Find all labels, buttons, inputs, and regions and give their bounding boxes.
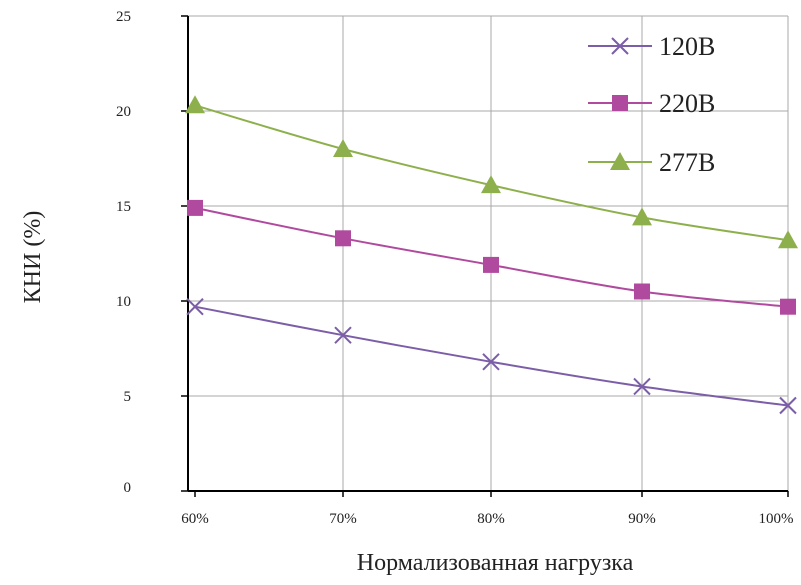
data-point bbox=[633, 377, 651, 396]
x-tick-label: 100% bbox=[759, 511, 794, 527]
data-point bbox=[333, 139, 353, 157]
data-point bbox=[778, 230, 798, 249]
data-point bbox=[481, 175, 501, 194]
series-group bbox=[185, 95, 798, 415]
legend-label: 277В bbox=[659, 148, 715, 177]
legend-marker bbox=[611, 37, 629, 55]
legend-label: 120В bbox=[659, 32, 715, 61]
x-tick-label: 90% bbox=[628, 511, 656, 527]
y-tick-label: 20 bbox=[116, 104, 131, 120]
y-tick-label: 10 bbox=[116, 294, 131, 310]
series-220В bbox=[187, 199, 796, 315]
data-point bbox=[186, 297, 204, 316]
legend: 120В 220В 277В bbox=[588, 32, 715, 177]
data-point bbox=[483, 256, 499, 273]
data-point bbox=[780, 298, 796, 315]
data-point bbox=[779, 396, 797, 415]
legend-marker bbox=[612, 95, 628, 111]
data-point bbox=[335, 230, 351, 247]
data-point bbox=[185, 95, 205, 114]
data-point bbox=[634, 283, 650, 300]
x-tick-label: 80% bbox=[477, 511, 505, 527]
y-tick-label: 15 bbox=[116, 199, 131, 215]
legend-label: 220В bbox=[659, 89, 715, 118]
x-tick-label: 70% bbox=[329, 511, 357, 527]
legend-item: 120В bbox=[588, 32, 715, 61]
y-tick-label: 25 bbox=[116, 9, 131, 25]
y-tick-label: 0 bbox=[124, 480, 132, 496]
grid bbox=[188, 15, 789, 491]
y-axis-title: КНИ (%) bbox=[20, 211, 46, 304]
legend-marker bbox=[610, 152, 630, 170]
data-point bbox=[334, 326, 352, 344]
x-tick-label: 60% bbox=[181, 511, 209, 527]
x-axis-title: Нормализованная нагрузка bbox=[357, 550, 634, 576]
legend-item: 277В bbox=[588, 148, 715, 177]
y-tick-label: 5 bbox=[124, 389, 132, 405]
series-120В bbox=[186, 297, 797, 415]
data-point bbox=[187, 199, 203, 216]
legend-item: 220В bbox=[588, 89, 715, 118]
axes: 0 5 10 15 20 25 60% 70% 80% 90% 100% bbox=[116, 9, 794, 527]
series-277В bbox=[185, 95, 798, 249]
data-point bbox=[482, 353, 500, 371]
data-point bbox=[632, 207, 652, 226]
